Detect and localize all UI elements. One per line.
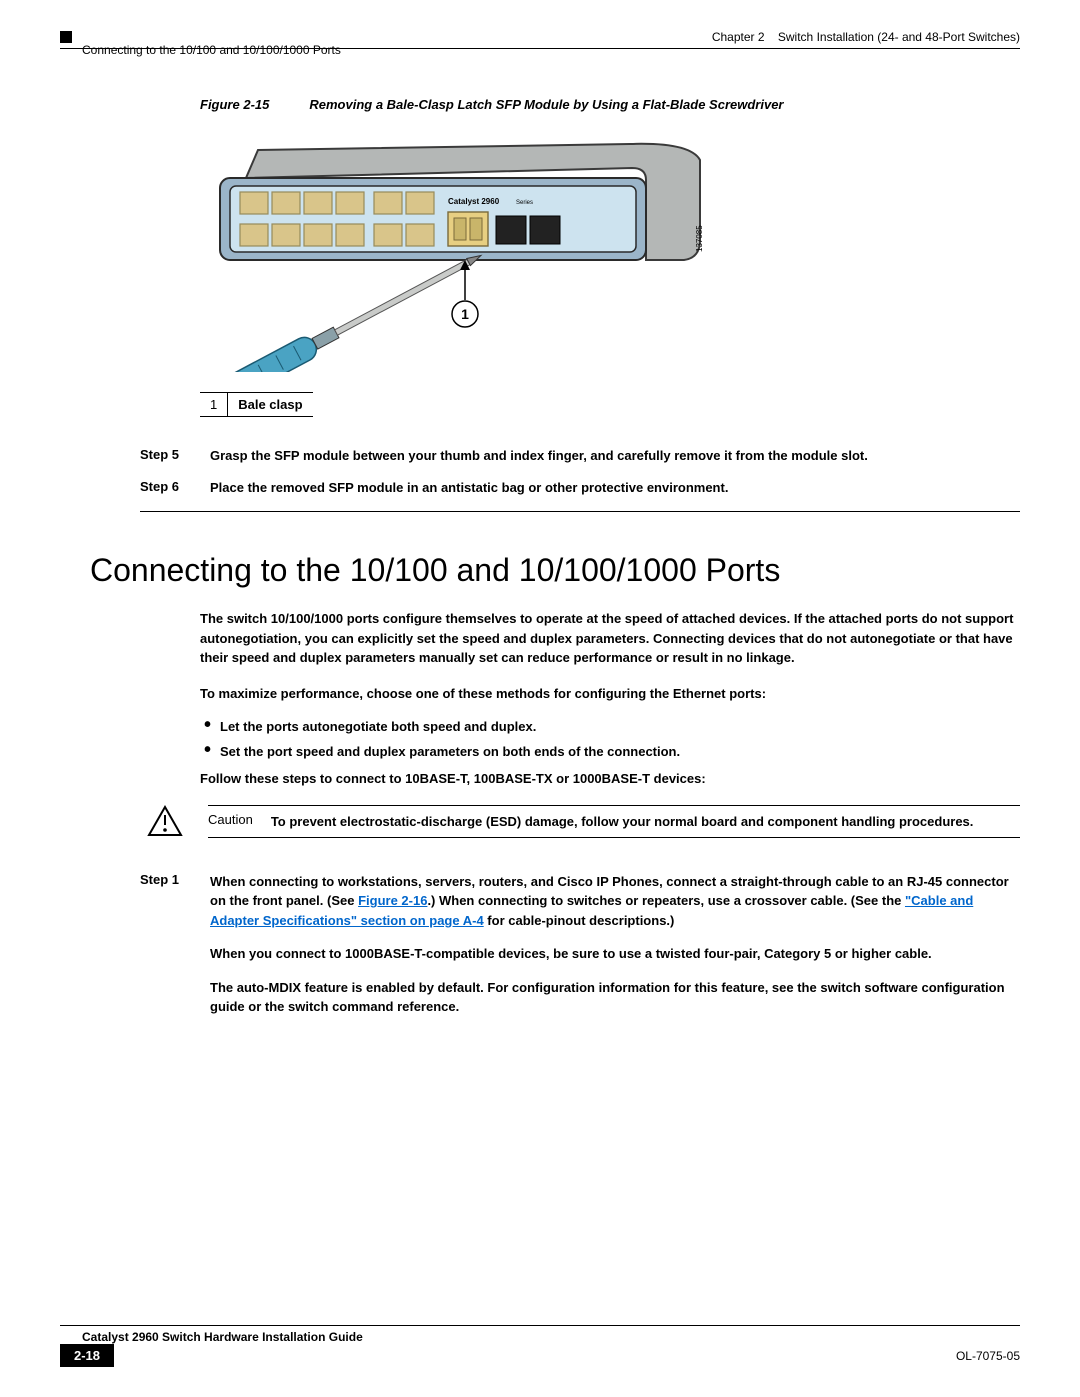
- body-paragraph: To maximize performance, choose one of t…: [200, 684, 1020, 704]
- svg-text:137085: 137085: [695, 225, 704, 252]
- callout-table: 1 Bale clasp: [200, 392, 313, 417]
- header-marker-icon: [60, 31, 72, 43]
- caution-body: Caution To prevent electrostatic-dischar…: [208, 805, 1020, 839]
- divider: [140, 511, 1020, 512]
- page: Chapter 2 Switch Installation (24- and 4…: [0, 0, 1080, 1397]
- step-row: Step 5 Grasp the SFP module between your…: [60, 447, 1020, 465]
- section-title: Connecting to the 10/100 and 10/100/1000…: [90, 552, 1020, 589]
- step-subpara: The auto-MDIX feature is enabled by defa…: [210, 978, 1020, 1017]
- figure-image: Catalyst 2960 Series 137085 1: [200, 132, 1020, 372]
- svg-text:1: 1: [461, 306, 469, 322]
- bullet-item: Let the ports autonegotiate both speed a…: [220, 719, 1020, 734]
- figure-link[interactable]: Figure 2-16: [358, 893, 427, 908]
- step-row: Step 1 When connecting to workstations, …: [60, 872, 1020, 1017]
- device-label: Catalyst 2960: [448, 197, 500, 206]
- body-paragraph: Follow these steps to connect to 10BASE-…: [200, 769, 1020, 789]
- page-number: 2-18: [60, 1344, 114, 1367]
- caution-icon-col: [140, 805, 190, 842]
- header-right: Chapter 2 Switch Installation (24- and 4…: [712, 30, 1020, 44]
- step-text: Grasp the SFP module between your thumb …: [210, 447, 1020, 465]
- footer-doc-title: Catalyst 2960 Switch Hardware Installati…: [60, 1325, 1020, 1344]
- caution-label: Caution: [208, 812, 253, 832]
- callout-label: Bale clasp: [228, 393, 312, 416]
- step-label: Step 1: [140, 872, 190, 1017]
- figure-caption-row: Figure 2-15 Removing a Bale-Clasp Latch …: [60, 97, 1020, 112]
- page-footer: Catalyst 2960 Switch Hardware Installati…: [60, 1325, 1020, 1367]
- warning-icon: [147, 805, 183, 837]
- step-label: Step 6: [140, 479, 190, 497]
- step-text: Place the removed SFP module in an antis…: [210, 479, 1020, 497]
- step-row: Step 6 Place the removed SFP module in a…: [60, 479, 1020, 497]
- bullet-item: Set the port speed and duplex parameters…: [220, 744, 1020, 759]
- figure-label: Figure 2-15: [200, 97, 269, 112]
- step-subpara: When you connect to 1000BASE-T-compatibl…: [210, 944, 1020, 964]
- step-text: When connecting to workstations, servers…: [210, 872, 1020, 1017]
- figure-title: Removing a Bale-Clasp Latch SFP Module b…: [309, 97, 783, 112]
- body-paragraph: The switch 10/100/1000 ports configure t…: [200, 609, 1020, 668]
- caution-block: Caution To prevent electrostatic-dischar…: [140, 805, 1020, 842]
- caution-text: To prevent electrostatic-discharge (ESD)…: [271, 812, 1020, 832]
- svg-text:Series: Series: [516, 200, 533, 206]
- switch-diagram-svg: Catalyst 2960 Series 137085 1: [200, 132, 720, 372]
- callout-num: 1: [200, 393, 228, 416]
- breadcrumb: Connecting to the 10/100 and 10/100/1000…: [60, 43, 1020, 57]
- step-label: Step 5: [140, 447, 190, 465]
- footer-ol-number: OL-7075-05: [956, 1349, 1020, 1363]
